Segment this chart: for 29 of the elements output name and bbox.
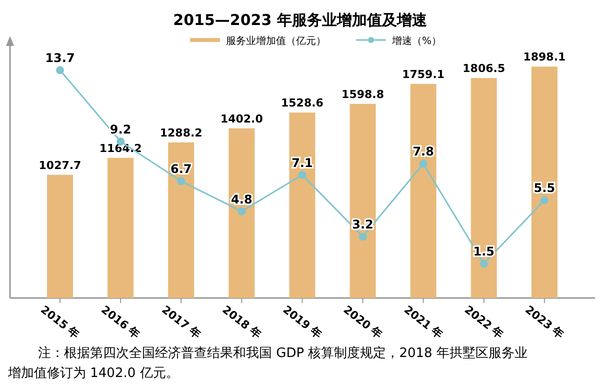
data-label: 1.5 bbox=[473, 244, 495, 259]
data-label: 1288.2 bbox=[160, 126, 202, 140]
point bbox=[238, 207, 246, 216]
data-label: 13.7 bbox=[45, 51, 75, 66]
point bbox=[480, 260, 488, 268]
data-label: 7.1 bbox=[292, 156, 313, 170]
point bbox=[419, 160, 428, 168]
data-label: 1806.5 bbox=[462, 62, 506, 76]
data-label: 1598.8 bbox=[342, 88, 384, 101]
legend-label: 增速（%） bbox=[391, 35, 442, 47]
data-label: 1759.1 bbox=[402, 68, 445, 81]
point bbox=[56, 66, 64, 74]
data-label: 1898.1 bbox=[523, 50, 566, 64]
data-label: 6.7 bbox=[170, 162, 192, 176]
text: 注：根据第四次全国经济普查结果和我国 GDP 核算制度规定，2018 年拱墅区服务业增加值修订为 1402.0 亿元。 bbox=[7, 345, 528, 381]
data-label: 4.8 bbox=[231, 192, 252, 206]
point bbox=[177, 177, 186, 186]
data-label: 1528.6 bbox=[280, 96, 324, 110]
point bbox=[358, 232, 367, 241]
point bbox=[540, 196, 548, 204]
data-label: 1027.7 bbox=[38, 158, 82, 172]
point bbox=[298, 170, 306, 179]
data-label: 5.5 bbox=[534, 181, 556, 196]
data-label: 7.8 bbox=[412, 144, 434, 159]
legend-label: 服务业增加值（亿元） bbox=[226, 35, 326, 47]
data-label: 3.2 bbox=[352, 218, 374, 232]
data-label: 9.2 bbox=[110, 122, 132, 137]
chart-title: 2015—2023 年服务业增加值及增速 bbox=[173, 11, 428, 29]
data-label: 1402.0 bbox=[220, 112, 264, 126]
